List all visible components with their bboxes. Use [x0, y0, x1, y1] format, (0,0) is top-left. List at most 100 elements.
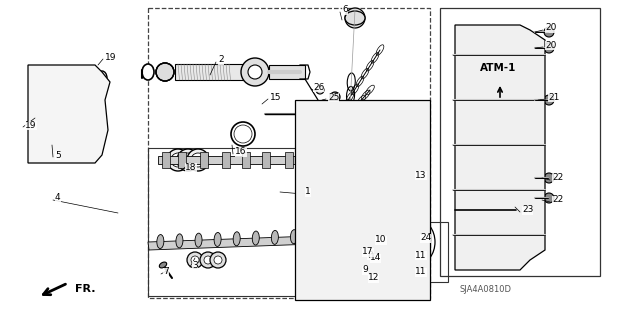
Circle shape [372, 234, 384, 246]
Circle shape [414, 238, 422, 246]
Ellipse shape [469, 94, 491, 106]
Circle shape [544, 95, 554, 105]
Circle shape [411, 267, 421, 277]
Ellipse shape [167, 149, 189, 171]
Ellipse shape [271, 230, 278, 244]
Text: 24: 24 [420, 234, 431, 242]
Ellipse shape [469, 69, 491, 81]
Text: 17: 17 [362, 248, 374, 256]
Text: ATM-1: ATM-1 [480, 63, 516, 73]
Polygon shape [262, 152, 270, 168]
Ellipse shape [305, 146, 335, 164]
Ellipse shape [305, 126, 335, 144]
Ellipse shape [501, 155, 519, 165]
Circle shape [544, 27, 554, 37]
Ellipse shape [305, 206, 335, 224]
Circle shape [35, 83, 40, 87]
Ellipse shape [248, 65, 262, 79]
Circle shape [367, 252, 373, 258]
Ellipse shape [233, 232, 240, 246]
Circle shape [312, 184, 328, 200]
Ellipse shape [181, 153, 195, 167]
Ellipse shape [187, 252, 203, 268]
Circle shape [156, 63, 174, 81]
Circle shape [90, 83, 95, 87]
Text: 2: 2 [218, 56, 223, 64]
Circle shape [57, 103, 67, 113]
Polygon shape [269, 65, 305, 79]
Text: 11: 11 [415, 268, 426, 277]
Polygon shape [158, 156, 370, 164]
Text: 18: 18 [185, 162, 196, 172]
Ellipse shape [291, 230, 298, 244]
Circle shape [58, 152, 63, 158]
Circle shape [41, 68, 49, 76]
Text: SJA4A0810D: SJA4A0810D [460, 286, 512, 294]
Ellipse shape [97, 71, 107, 85]
Text: 20: 20 [545, 24, 556, 33]
Ellipse shape [195, 233, 202, 247]
Bar [148, 8, 430, 298]
Circle shape [316, 141, 324, 149]
Circle shape [330, 92, 340, 102]
Bar [440, 8, 600, 276]
Circle shape [310, 110, 330, 130]
Circle shape [74, 68, 82, 76]
Circle shape [355, 265, 365, 275]
Circle shape [41, 136, 49, 144]
Polygon shape [310, 152, 318, 168]
Ellipse shape [305, 226, 335, 244]
Ellipse shape [191, 153, 205, 167]
Ellipse shape [305, 166, 335, 184]
Ellipse shape [501, 225, 519, 235]
Ellipse shape [159, 262, 166, 268]
Ellipse shape [345, 11, 365, 25]
Circle shape [316, 211, 324, 219]
Ellipse shape [305, 243, 335, 261]
Circle shape [76, 122, 81, 128]
Circle shape [90, 117, 95, 122]
Text: 8: 8 [367, 250, 372, 259]
Text: 19: 19 [25, 121, 36, 130]
Circle shape [312, 160, 328, 176]
Ellipse shape [501, 190, 519, 200]
Bar [390, 222, 448, 282]
Circle shape [74, 104, 82, 112]
Text: FR.: FR. [75, 284, 95, 294]
Ellipse shape [469, 189, 491, 201]
Circle shape [42, 122, 47, 128]
Text: 13: 13 [415, 170, 426, 180]
Text: 26: 26 [313, 83, 324, 92]
Text: 9: 9 [362, 265, 368, 275]
Ellipse shape [204, 256, 212, 264]
Text: 14: 14 [370, 254, 381, 263]
Circle shape [411, 250, 421, 260]
Ellipse shape [469, 124, 491, 136]
Bar [148, 148, 396, 296]
Polygon shape [335, 152, 343, 168]
Circle shape [355, 243, 365, 253]
Circle shape [363, 248, 377, 262]
Circle shape [312, 137, 328, 153]
Ellipse shape [367, 227, 374, 241]
Ellipse shape [241, 58, 269, 86]
Text: 12: 12 [368, 273, 380, 283]
Text: 7: 7 [163, 268, 169, 277]
Polygon shape [162, 152, 170, 168]
Text: 19: 19 [105, 53, 116, 62]
Polygon shape [28, 65, 110, 163]
Text: 6: 6 [342, 5, 348, 14]
Polygon shape [148, 233, 396, 250]
Ellipse shape [348, 227, 355, 241]
Ellipse shape [305, 186, 335, 204]
Text: 1: 1 [305, 188, 311, 197]
Ellipse shape [305, 259, 335, 277]
Ellipse shape [252, 231, 259, 245]
Text: 22: 22 [552, 196, 563, 204]
Ellipse shape [171, 153, 185, 167]
Ellipse shape [469, 154, 491, 166]
Ellipse shape [214, 233, 221, 247]
Ellipse shape [501, 95, 519, 105]
Circle shape [41, 151, 49, 159]
Ellipse shape [310, 229, 317, 243]
